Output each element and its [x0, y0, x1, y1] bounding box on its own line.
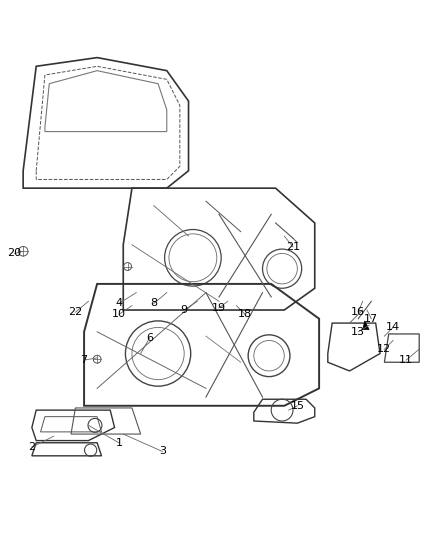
Text: 19: 19	[212, 303, 226, 313]
Text: 7: 7	[81, 355, 88, 365]
Text: 6: 6	[146, 333, 153, 343]
Text: 21: 21	[286, 242, 300, 252]
Text: 12: 12	[377, 344, 392, 354]
Text: 17: 17	[364, 314, 378, 324]
Text: 8: 8	[150, 298, 157, 309]
Text: 13: 13	[351, 327, 365, 337]
Text: 14: 14	[386, 322, 400, 333]
Text: 18: 18	[238, 309, 252, 319]
Text: 16: 16	[351, 307, 365, 317]
Text: 4: 4	[115, 298, 123, 309]
Text: 1: 1	[115, 438, 122, 448]
Text: 15: 15	[290, 401, 304, 411]
Text: 9: 9	[180, 305, 188, 315]
Text: 2: 2	[28, 442, 35, 452]
Text: 22: 22	[68, 307, 82, 317]
Text: 10: 10	[112, 309, 126, 319]
Polygon shape	[363, 321, 369, 329]
Text: 20: 20	[7, 248, 21, 259]
Text: 3: 3	[159, 447, 166, 456]
Text: 11: 11	[399, 355, 413, 365]
